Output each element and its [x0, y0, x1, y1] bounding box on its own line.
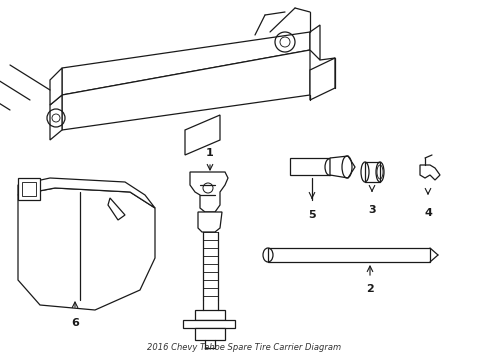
Text: 2: 2 [366, 284, 373, 294]
Text: 1: 1 [206, 148, 213, 158]
Text: 2016 Chevy Tahoe Spare Tire Carrier Diagram: 2016 Chevy Tahoe Spare Tire Carrier Diag… [146, 343, 340, 352]
Polygon shape [50, 95, 62, 140]
Polygon shape [195, 328, 224, 340]
Polygon shape [22, 182, 36, 196]
Polygon shape [18, 188, 155, 310]
Polygon shape [62, 50, 309, 130]
Polygon shape [190, 172, 227, 212]
Polygon shape [18, 178, 40, 200]
Polygon shape [183, 320, 235, 328]
Polygon shape [309, 58, 334, 100]
Polygon shape [289, 158, 329, 175]
Polygon shape [184, 115, 220, 155]
Polygon shape [309, 25, 319, 60]
Polygon shape [18, 178, 155, 208]
Polygon shape [329, 156, 354, 178]
Text: 4: 4 [423, 208, 431, 218]
Polygon shape [50, 68, 62, 105]
Polygon shape [419, 165, 439, 180]
Polygon shape [195, 310, 224, 320]
Polygon shape [62, 32, 309, 95]
Polygon shape [108, 198, 125, 220]
Polygon shape [267, 248, 429, 262]
Text: 6: 6 [71, 318, 79, 328]
Text: 5: 5 [307, 210, 315, 220]
Text: 3: 3 [367, 205, 375, 215]
Polygon shape [198, 212, 222, 232]
Polygon shape [364, 162, 379, 182]
